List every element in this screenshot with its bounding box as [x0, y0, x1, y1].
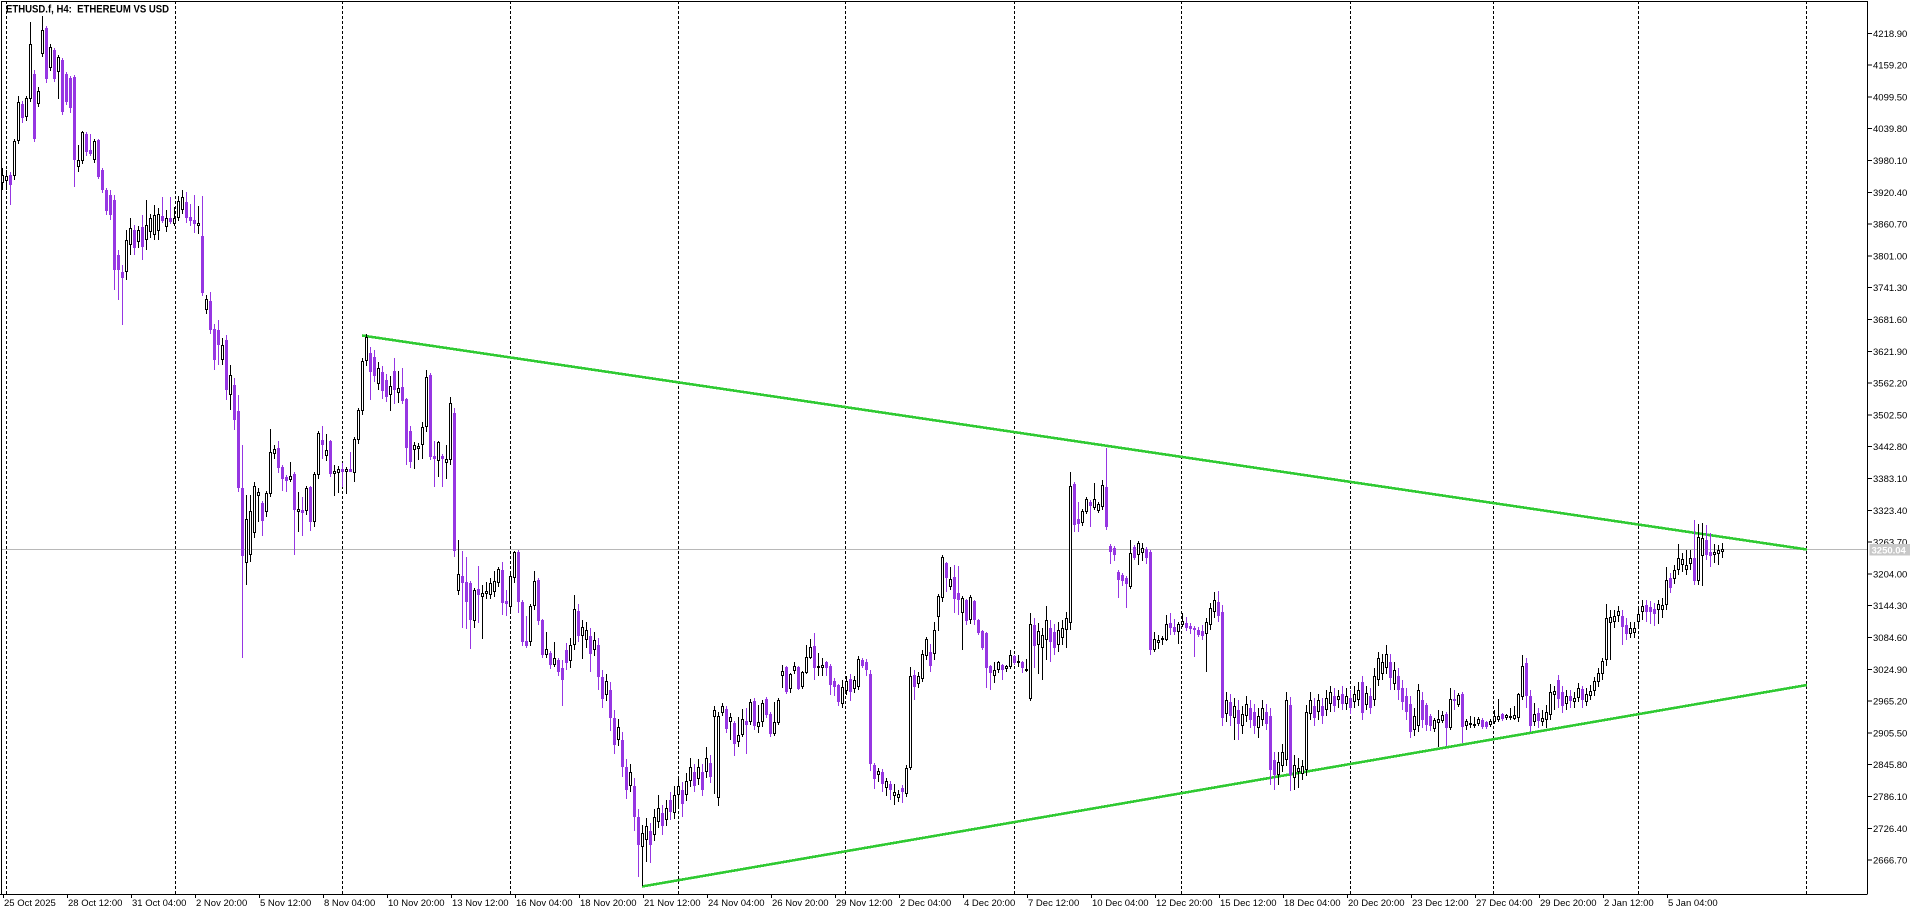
svg-text:4159.20: 4159.20	[1873, 61, 1907, 72]
svg-text:3250.04: 3250.04	[1872, 546, 1907, 557]
svg-text:8 Nov 04:00: 8 Nov 04:00	[324, 898, 375, 909]
svg-text:29 Dec 20:00: 29 Dec 20:00	[1540, 898, 1597, 909]
svg-text:3144.30: 3144.30	[1873, 601, 1907, 612]
svg-text:4 Dec 20:00: 4 Dec 20:00	[964, 898, 1015, 909]
svg-text:18 Nov 20:00: 18 Nov 20:00	[580, 898, 637, 909]
svg-text:3681.60: 3681.60	[1873, 315, 1907, 326]
svg-text:25 Oct 2025: 25 Oct 2025	[4, 898, 56, 909]
svg-text:2666.70: 2666.70	[1873, 856, 1907, 867]
svg-text:3741.30: 3741.30	[1873, 283, 1907, 294]
svg-text:2965.20: 2965.20	[1873, 697, 1907, 708]
svg-text:3562.20: 3562.20	[1873, 379, 1907, 390]
svg-text:3860.70: 3860.70	[1873, 220, 1907, 231]
svg-text:4218.90: 4218.90	[1873, 29, 1907, 40]
svg-text:5 Jan 04:00: 5 Jan 04:00	[1668, 898, 1718, 909]
svg-text:16 Nov 04:00: 16 Nov 04:00	[516, 898, 573, 909]
svg-text:7 Dec 12:00: 7 Dec 12:00	[1028, 898, 1079, 909]
svg-text:2 Jan 12:00: 2 Jan 12:00	[1604, 898, 1654, 909]
svg-text:15 Dec 12:00: 15 Dec 12:00	[1220, 898, 1277, 909]
svg-text:3502.50: 3502.50	[1873, 410, 1907, 421]
svg-text:28 Oct 12:00: 28 Oct 12:00	[68, 898, 122, 909]
svg-text:29 Nov 12:00: 29 Nov 12:00	[836, 898, 893, 909]
svg-text:2845.80: 2845.80	[1873, 760, 1907, 771]
svg-text:21 Nov 12:00: 21 Nov 12:00	[644, 898, 701, 909]
svg-text:5 Nov 12:00: 5 Nov 12:00	[260, 898, 311, 909]
svg-text:26 Nov 20:00: 26 Nov 20:00	[772, 898, 829, 909]
svg-text:18 Dec 04:00: 18 Dec 04:00	[1284, 898, 1341, 909]
svg-text:3204.00: 3204.00	[1873, 569, 1907, 580]
svg-text:3323.40: 3323.40	[1873, 506, 1907, 517]
svg-text:13 Nov 12:00: 13 Nov 12:00	[452, 898, 509, 909]
svg-text:2786.10: 2786.10	[1873, 792, 1907, 803]
svg-text:20 Dec 20:00: 20 Dec 20:00	[1348, 898, 1405, 909]
svg-text:12 Dec 20:00: 12 Dec 20:00	[1156, 898, 1213, 909]
svg-text:3263.70: 3263.70	[1873, 538, 1907, 549]
svg-text:2905.50: 2905.50	[1873, 728, 1907, 739]
svg-text:23 Dec 12:00: 23 Dec 12:00	[1412, 898, 1469, 909]
svg-text:4099.50: 4099.50	[1873, 92, 1907, 103]
svg-text:2 Nov 20:00: 2 Nov 20:00	[196, 898, 247, 909]
svg-text:27 Dec 04:00: 27 Dec 04:00	[1476, 898, 1533, 909]
svg-text:2726.40: 2726.40	[1873, 824, 1907, 835]
svg-text:10 Dec 04:00: 10 Dec 04:00	[1092, 898, 1149, 909]
svg-text:3084.60: 3084.60	[1873, 633, 1907, 644]
svg-text:31 Oct 04:00: 31 Oct 04:00	[132, 898, 186, 909]
svg-text:3621.90: 3621.90	[1873, 347, 1907, 358]
svg-text:10 Nov 20:00: 10 Nov 20:00	[388, 898, 445, 909]
svg-text:2 Dec 04:00: 2 Dec 04:00	[900, 898, 951, 909]
svg-text:3801.00: 3801.00	[1873, 251, 1907, 262]
svg-text:3383.10: 3383.10	[1873, 474, 1907, 485]
svg-text:3442.80: 3442.80	[1873, 442, 1907, 453]
svg-text:ETHUSD.f, H4: ETHEREUM VS USD: ETHUSD.f, H4: ETHEREUM VS USD	[6, 4, 169, 16]
svg-text:3980.10: 3980.10	[1873, 156, 1907, 167]
svg-text:4039.80: 4039.80	[1873, 124, 1907, 135]
svg-text:3920.40: 3920.40	[1873, 188, 1907, 199]
svg-text:24 Nov 04:00: 24 Nov 04:00	[708, 898, 765, 909]
svg-text:3024.90: 3024.90	[1873, 665, 1907, 676]
